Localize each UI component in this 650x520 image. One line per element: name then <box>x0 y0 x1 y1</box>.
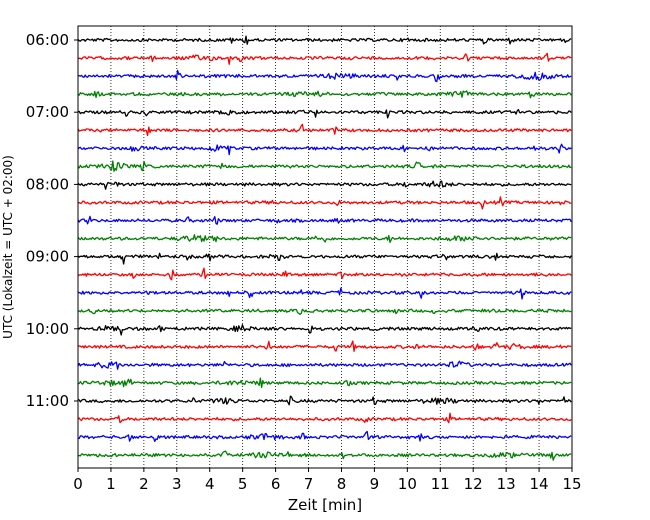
y-tick-label: 06:00 <box>26 31 69 49</box>
trace-0700 <box>77 108 572 119</box>
y-tick-label: 11:00 <box>26 392 69 410</box>
x-tick-label: 0 <box>73 475 83 493</box>
x-tick-label: 13 <box>497 475 516 493</box>
plot-frame <box>77 25 573 469</box>
x-tick-label: 2 <box>139 475 149 493</box>
trace-0730 <box>77 143 572 156</box>
y-tick-label: 07:00 <box>26 103 69 121</box>
trace-0845 <box>77 234 572 244</box>
y-axis: 06:00 07:00 08:00 09:00 10:00 11:00 <box>26 31 78 410</box>
trace-0745 <box>77 160 572 172</box>
trace-0800 <box>77 180 572 190</box>
x-tick-label: 1 <box>106 475 116 493</box>
x-axis: 0 1 2 3 4 5 6 7 8 9 10 11 12 13 14 15 <box>73 468 582 493</box>
x-tick-label: 3 <box>172 475 182 493</box>
x-tick-label: 8 <box>337 475 347 493</box>
x-tick-label: 11 <box>431 475 450 493</box>
trace-1145 <box>77 450 572 461</box>
seismogram-traces <box>77 35 572 461</box>
trace-1130 <box>77 430 572 442</box>
y-tick-label: 08:00 <box>26 175 69 193</box>
trace-0815 <box>77 196 572 210</box>
trace-0600 <box>77 35 572 45</box>
x-tick-label: 14 <box>530 475 549 493</box>
trace-0830 <box>77 215 572 225</box>
trace-0715 <box>77 123 572 137</box>
trace-1100 <box>77 395 572 406</box>
x-tick-label: 5 <box>238 475 248 493</box>
x-tick-label: 10 <box>398 475 417 493</box>
x-tick-label: 12 <box>464 475 483 493</box>
x-tick-label: 7 <box>304 475 314 493</box>
y-tick-label: 09:00 <box>26 248 69 266</box>
x-tick-label: 6 <box>271 475 281 493</box>
trace-1000 <box>77 324 572 336</box>
trace-1045 <box>77 377 572 389</box>
trace-1115 <box>77 412 572 424</box>
trace-0945 <box>77 308 572 316</box>
trace-1030 <box>77 360 572 370</box>
trace-0915 <box>77 267 572 281</box>
x-axis-label: Zeit [min] <box>288 496 362 514</box>
y-axis-label: UTC (Lokalzeit = UTC + 02:00) <box>1 155 15 339</box>
x-tick-label: 9 <box>370 475 380 493</box>
trace-0645 <box>77 90 572 99</box>
trace-0930 <box>77 287 572 300</box>
trace-0630 <box>77 69 572 83</box>
x-tick-label: 4 <box>205 475 215 493</box>
trace-0615 <box>77 52 572 65</box>
trace-1015 <box>77 340 572 352</box>
x-tick-label: 15 <box>562 475 581 493</box>
trace-0900 <box>77 252 572 265</box>
y-tick-label: 10:00 <box>26 320 69 338</box>
